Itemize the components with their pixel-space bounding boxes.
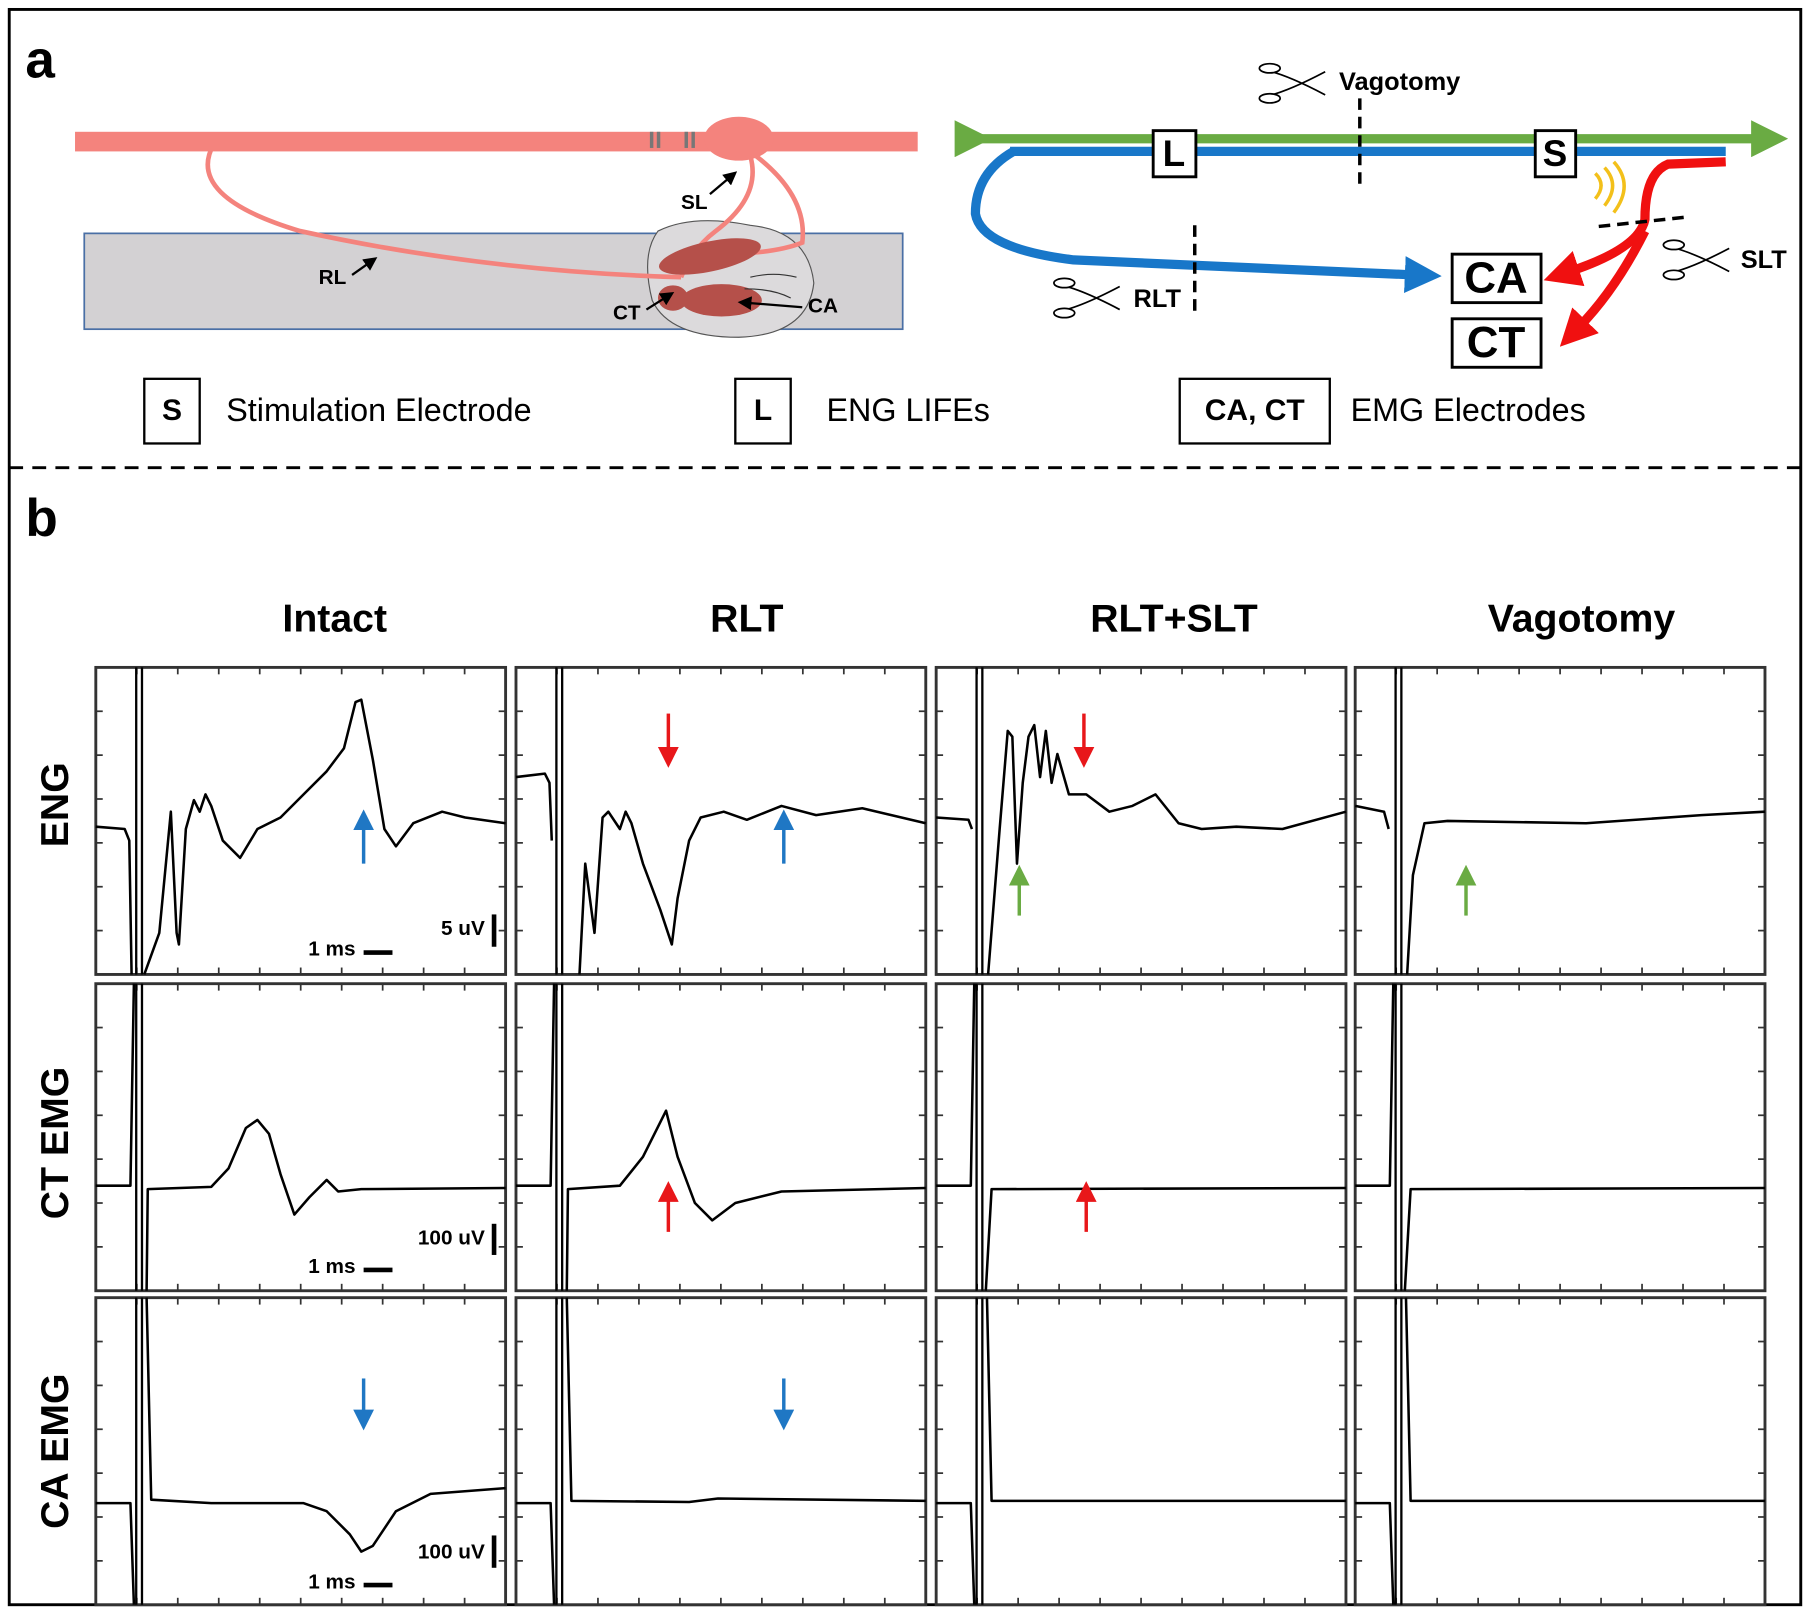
anatomy-label: SL (681, 191, 708, 214)
anatomy (75, 116, 918, 338)
cut-label: SLT (1741, 246, 1788, 274)
trace (515, 983, 926, 1291)
row-label: ENG (33, 762, 77, 847)
column-title: RLT (710, 597, 783, 641)
trace-panel (934, 982, 1348, 1293)
column-title: RLT+SLT (1090, 597, 1257, 641)
trace (1354, 804, 1766, 975)
trace (515, 1297, 926, 1605)
trace (936, 1297, 1346, 1605)
trace-panel (514, 665, 928, 976)
panel-frame (1353, 665, 1767, 976)
trace-panel (514, 982, 928, 1293)
trace-panel (94, 665, 508, 976)
trace-panel (1353, 665, 1767, 976)
trace-panel (1353, 982, 1767, 1293)
trace (95, 983, 506, 1291)
trace (936, 723, 1347, 975)
legend-symbol: CA, CT (1205, 394, 1305, 427)
electrode-label: S (1543, 133, 1568, 174)
trace-panel (94, 982, 508, 1293)
legend-symbol: L (754, 394, 772, 427)
anatomy-label: RL (319, 266, 347, 289)
muscle-label: CT (1467, 318, 1526, 367)
panel-frame (514, 982, 928, 1293)
panel-frame (934, 665, 1348, 976)
column-title: Vagotomy (1488, 597, 1676, 641)
legend-text: Stimulation Electrode (226, 392, 531, 428)
trace-panels (94, 665, 1767, 1607)
scale-bars (363, 914, 497, 1588)
anatomy-label: CA (808, 295, 838, 318)
trace (95, 698, 506, 975)
muscle-label: CA (1464, 253, 1527, 302)
scale-label: 1 ms (308, 1255, 355, 1278)
trace-panel (1353, 1296, 1767, 1607)
panel-frame (94, 982, 508, 1293)
panel-label: b (25, 489, 57, 548)
scale-label: 100 uV (418, 1540, 485, 1563)
scale-label: 1 ms (308, 938, 355, 961)
trace-panel (934, 1296, 1348, 1607)
electrode-label: L (1163, 133, 1186, 174)
panel-frame (94, 665, 508, 976)
panel-frame (934, 1296, 1348, 1607)
trace-panel (514, 1296, 928, 1607)
trace (95, 1297, 506, 1605)
scale-label: 1 ms (308, 1570, 355, 1593)
legend-symbol: S (162, 394, 182, 427)
trace-panel (934, 665, 1348, 976)
scale-label: 100 uV (418, 1226, 485, 1249)
panel-frame (934, 982, 1348, 1293)
panel-label: a (25, 31, 55, 90)
cut-label: Vagotomy (1339, 68, 1460, 96)
column-title: Intact (282, 597, 387, 641)
trace (936, 983, 1346, 1291)
scale-label: 5 uV (441, 917, 485, 940)
panel-frame (1353, 1296, 1767, 1607)
schematic (954, 62, 1789, 369)
legend-text: ENG LIFEs (827, 392, 990, 428)
panel-frame (514, 1296, 928, 1607)
panel-frame (94, 1296, 508, 1607)
trace (515, 772, 927, 975)
anatomy-label: CT (613, 302, 641, 325)
trace (1355, 983, 1765, 1291)
row-label: CT EMG (33, 1067, 77, 1220)
panel-frame (1353, 982, 1767, 1293)
panel-frame (514, 665, 928, 976)
legend-text: EMG Electrodes (1351, 392, 1586, 428)
trace (1355, 1297, 1765, 1605)
cut-label: RLT (1134, 285, 1182, 313)
legend (143, 377, 1331, 445)
trace-panel (94, 1296, 508, 1607)
row-label: CA EMG (33, 1373, 77, 1528)
